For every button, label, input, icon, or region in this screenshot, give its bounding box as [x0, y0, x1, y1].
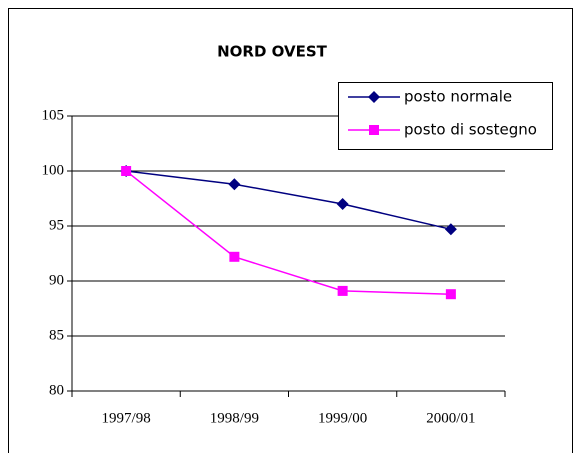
- y-tick-label: 80: [49, 382, 64, 398]
- x-tick-label: 2000/01: [426, 410, 475, 426]
- data-point: [228, 178, 241, 191]
- x-tick-label: 1997/98: [102, 410, 151, 426]
- data-point: [337, 285, 348, 296]
- x-tick-label: 1999/00: [318, 410, 367, 426]
- chart-title: NORD OVEST: [217, 43, 328, 61]
- y-tick-label: 95: [49, 217, 64, 233]
- legend-marker: [368, 91, 380, 103]
- data-point: [444, 223, 457, 236]
- series-line: [126, 170, 452, 231]
- y-tick-label: 90: [49, 272, 64, 288]
- series-line: [125, 170, 451, 295]
- chart-border: [8, 8, 573, 453]
- legend-label: posto normale: [404, 88, 512, 106]
- data-point: [229, 251, 240, 262]
- x-tick-label: 1998/99: [210, 410, 259, 426]
- y-tick-label: 105: [42, 107, 65, 123]
- data-point: [445, 289, 456, 300]
- data-point: [121, 166, 132, 176]
- y-tick-label: 85: [49, 327, 64, 343]
- legend-label: posto di sostegno: [404, 121, 537, 139]
- y-tick-label: 100: [42, 162, 65, 178]
- data-point: [336, 198, 349, 210]
- legend-marker: [369, 125, 379, 135]
